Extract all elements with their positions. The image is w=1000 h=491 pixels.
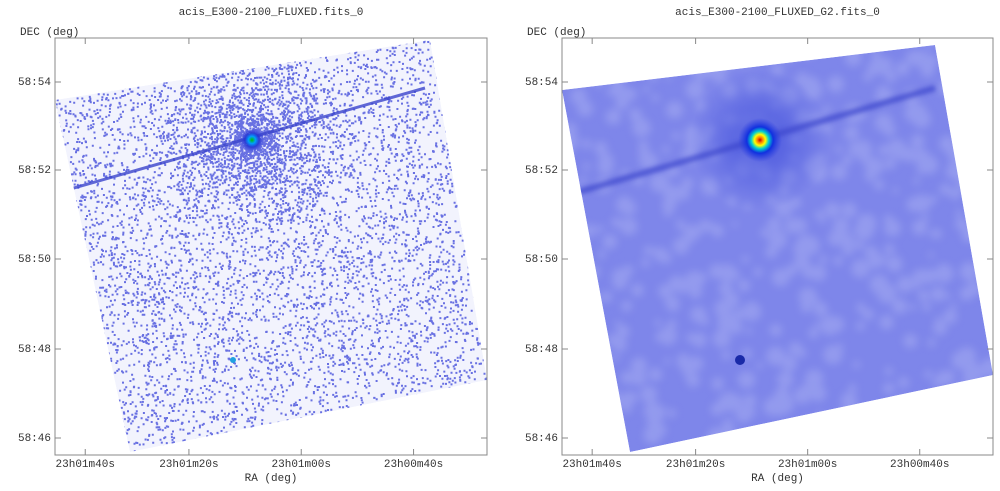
y-tick-label: 58:54 bbox=[18, 77, 51, 89]
x-tick-label: 23h01m00s bbox=[272, 459, 331, 471]
plot-frame bbox=[54, 37, 488, 456]
x-tick-label: 23h01m20s bbox=[666, 459, 725, 471]
bright-source bbox=[240, 128, 264, 152]
y-tick-label: 58:46 bbox=[18, 433, 51, 445]
y-tick-label: 58:48 bbox=[525, 344, 558, 356]
x-axis-label: RA (deg) bbox=[751, 473, 804, 485]
bright-source bbox=[738, 118, 782, 162]
y-tick-label: 58:52 bbox=[525, 165, 558, 177]
plot-frame bbox=[561, 37, 994, 456]
y-axis-label: DEC (deg) bbox=[20, 27, 79, 39]
y-tick-label: 58:54 bbox=[525, 77, 558, 89]
y-tick-label: 58:50 bbox=[18, 254, 51, 266]
x-tick-label: 23h01m40s bbox=[56, 459, 115, 471]
x-tick-label: 23h00m40s bbox=[890, 459, 949, 471]
y-tick-label: 58:48 bbox=[18, 344, 51, 356]
x-tick-label: 23h01m40s bbox=[562, 459, 621, 471]
x-tick-label: 23h00m40s bbox=[384, 459, 443, 471]
x-axis-label: RA (deg) bbox=[245, 473, 298, 485]
image-texture bbox=[562, 45, 993, 452]
y-tick-label: 58:46 bbox=[525, 433, 558, 445]
y-tick-label: 58:50 bbox=[525, 254, 558, 266]
panels: acis_E300-2100_FLUXED.fits_0 DEC (deg) RA … bbox=[18, 7, 994, 485]
panel: acis_E300-2100_FLUXED.fits_0 DEC (deg) RA … bbox=[18, 7, 488, 485]
x-tick-label: 23h01m20s bbox=[159, 459, 218, 471]
x-tick-label: 23h01m00s bbox=[778, 459, 837, 471]
y-axis-label: DEC (deg) bbox=[527, 27, 586, 39]
faint-source bbox=[230, 357, 236, 363]
sky-image bbox=[55, 40, 487, 452]
sky-image bbox=[562, 45, 993, 452]
panel-title: acis_E300-2100_FLUXED.fits_0 bbox=[179, 7, 364, 19]
panel-title: acis_E300-2100_FLUXED_G2.fits_0 bbox=[675, 7, 880, 19]
panel: acis_E300-2100_FLUXED_G2.fits_0 DEC (deg)… bbox=[525, 7, 994, 485]
y-tick-label: 58:52 bbox=[18, 165, 51, 177]
faint-source bbox=[735, 355, 745, 365]
